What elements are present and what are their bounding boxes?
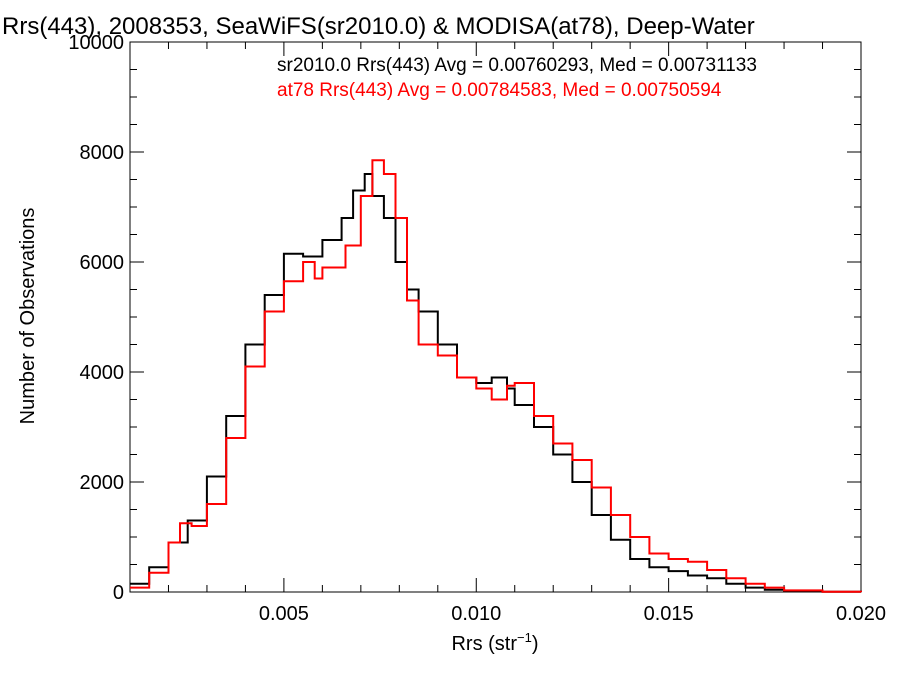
x-axis-label-main: Rrs (str [451,633,517,655]
y-tick-label: 4000 [80,362,125,384]
x-tick-label: 0.020 [836,603,886,625]
x-tick-label: 0.005 [259,603,309,625]
chart-title: Rrs(443), 2008353, SeaWiFS(sr2010.0) & M… [2,13,755,40]
y-tick-label: 8000 [80,142,125,164]
y-tick-label: 2000 [80,472,125,494]
annotation-at78: at78 Rrs(443) Avg = 0.00784583, Med = 0.… [277,80,722,101]
x-tick-label: 0.015 [644,603,694,625]
series-sr2010-line [130,173,862,593]
x-axis-label-close: ) [532,633,539,655]
y-tick-label: 0 [113,582,124,604]
annotation-sr2010: sr2010.0 Rrs(443) Avg = 0.00760293, Med … [277,55,757,76]
y-axis-label: Number of Observations [17,208,39,425]
y-tick-label: 6000 [80,252,125,274]
series-at78-line [130,159,862,593]
x-axis-label: Rrs (str−1) [451,630,538,655]
y-tick-label: 10000 [68,32,124,54]
axis-ticks: 0 2000 4000 6000 8000 10000 0.005 0.010 0.015 0.0… [68,32,886,625]
plot-area [129,41,862,593]
x-tick-label: 0.010 [451,603,501,625]
series-layer [130,159,862,593]
x-axis-label-sup: −1 [517,630,532,645]
